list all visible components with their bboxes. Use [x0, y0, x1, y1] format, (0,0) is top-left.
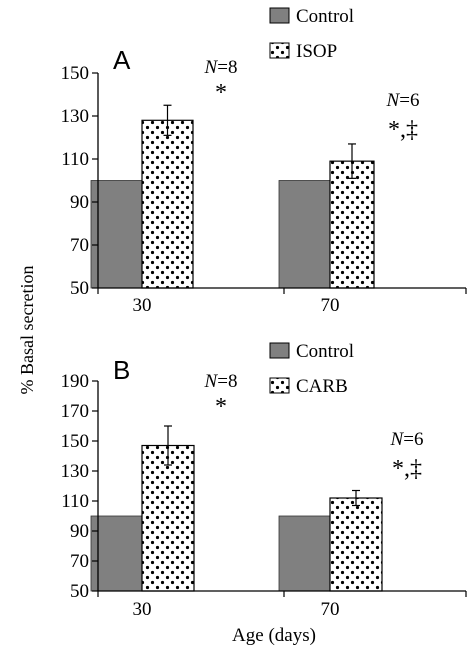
- y-tick-label: 130: [61, 106, 90, 127]
- y-tick-label: 70: [70, 551, 89, 572]
- bar-treatment: [141, 119, 194, 289]
- significance-annotation: *: [215, 394, 227, 420]
- legend-label-1: ISOP: [296, 41, 337, 62]
- legend-swatch-1: [269, 377, 290, 394]
- y-tick-label: 110: [61, 491, 89, 512]
- y-tick-label: 190: [61, 371, 90, 392]
- legend-swatch-0: [269, 7, 290, 24]
- significance-annotation: *,‡: [392, 456, 422, 482]
- y-tick-label: 150: [61, 431, 90, 452]
- panel-b: B Control CARB 30 N=8* 70 N=6 *,‡ 50 70 90 110 130 15…: [61, 341, 467, 620]
- y-tick-label: 150: [61, 63, 90, 84]
- bar-control: [278, 515, 331, 592]
- n-annotation: N=8: [204, 57, 238, 78]
- legend-swatch-0: [269, 342, 290, 359]
- x-tick-label: 30: [133, 295, 152, 316]
- y-tick-label: 90: [70, 192, 89, 213]
- significance-annotation: *: [215, 80, 227, 106]
- x-tick-label: 70: [321, 295, 340, 316]
- y-tick-label: 130: [61, 461, 90, 482]
- legend-swatch-1: [269, 42, 290, 59]
- bar-treatment: [329, 497, 383, 592]
- bar-treatment: [141, 444, 195, 592]
- y-tick-label: 170: [61, 401, 90, 422]
- significance-annotation: *,‡: [388, 117, 418, 143]
- y-axis-label: % Basal secretion: [17, 266, 37, 395]
- legend-label-0: Control: [296, 6, 354, 27]
- x-tick-label: 70: [321, 599, 340, 620]
- n-annotation: N=6: [386, 90, 420, 111]
- legend-label-0: Control: [296, 341, 354, 362]
- bar-control: [278, 180, 331, 289]
- y-tick-label: 70: [70, 235, 89, 256]
- panel-a: A Control ISOP 30 N=8* 70 N=6 *,‡ 50 70 90 110 130 15…: [61, 6, 467, 316]
- y-tick-label: 110: [61, 149, 89, 170]
- n-annotation: N=8: [204, 371, 238, 392]
- y-tick-label: 50: [70, 581, 89, 602]
- x-axis-label: Age (days): [232, 625, 316, 646]
- x-tick-label: 30: [133, 599, 152, 620]
- bar-treatment: [329, 160, 375, 289]
- bar-control: [90, 180, 143, 289]
- panel-label: A: [113, 45, 131, 75]
- y-tick-label: 50: [70, 278, 89, 299]
- legend-label-1: CARB: [296, 376, 348, 397]
- y-tick-label: 90: [70, 521, 89, 542]
- bar-control: [90, 515, 143, 592]
- n-annotation: N=6: [390, 429, 424, 450]
- panel-label: B: [113, 355, 130, 385]
